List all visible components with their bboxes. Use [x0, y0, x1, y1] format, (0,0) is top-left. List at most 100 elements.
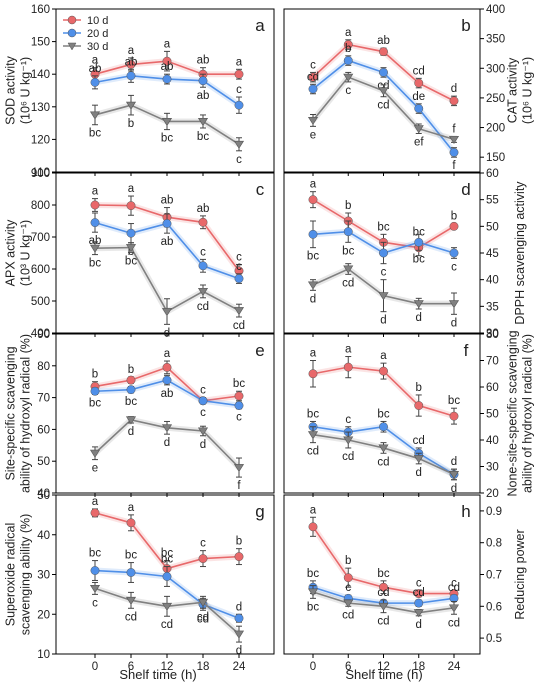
significance-letter: a	[92, 55, 99, 67]
y-tick-label: 130	[31, 102, 50, 114]
data-point	[308, 195, 318, 205]
x-tick-label: 12	[161, 661, 174, 673]
data-point	[307, 281, 319, 290]
panel-letter: b	[461, 16, 470, 35]
data-point	[197, 118, 209, 127]
y-axis-title-line: scavenging ability (%)	[19, 514, 33, 636]
data-point	[198, 217, 208, 227]
data-point	[343, 599, 354, 608]
y-tick-label: 40	[486, 435, 499, 447]
data-point	[162, 362, 172, 372]
significance-letter: bc	[377, 408, 389, 420]
significance-letter: a	[164, 38, 171, 50]
significance-letter: cd	[413, 587, 425, 599]
data-point	[126, 385, 136, 395]
y-tick-label: 0.6	[486, 601, 502, 613]
y-tick-label: 70	[37, 393, 50, 405]
panel-c: 400 500 600 700 800 900 APX activity(10³ U kg⁻…	[4, 168, 275, 340]
y-tick-label: 40	[37, 488, 50, 500]
significance-letter: c	[451, 261, 457, 273]
significance-letter: ab	[197, 90, 210, 102]
y-tick-label: 700	[31, 232, 50, 244]
data-point	[90, 218, 100, 228]
significance-letter: b	[92, 369, 98, 381]
significance-letter: cd	[307, 71, 319, 83]
data-point	[378, 87, 389, 96]
panel-letter: f	[464, 341, 469, 360]
significance-letter: c	[345, 414, 351, 426]
data-point	[233, 307, 245, 316]
data-point	[234, 401, 244, 410]
significance-letter: bc	[125, 396, 137, 408]
data-point	[413, 125, 424, 134]
significance-letter: cd	[342, 277, 354, 289]
significance-letter: c	[381, 267, 387, 279]
data-point	[414, 401, 424, 410]
panel-a: 110 120 130 140 150 160 SOD activity(10⁶ U kg⁻…	[4, 4, 275, 179]
legend-label: 30 d	[87, 41, 108, 53]
data-point	[234, 613, 244, 623]
series-halo	[312, 431, 456, 478]
data-point	[125, 101, 137, 110]
significance-letter: cd	[377, 616, 389, 628]
data-point	[89, 244, 101, 253]
significance-letter: d	[416, 619, 422, 631]
significance-letter: a	[380, 350, 387, 362]
y-tick-label: 60	[486, 168, 499, 180]
significance-letter: b	[345, 555, 351, 567]
significance-letter: ab	[161, 61, 174, 73]
legend-marker	[67, 28, 77, 38]
data-point	[449, 411, 459, 421]
significance-letter: cd	[413, 435, 425, 447]
significance-letter: bc	[233, 378, 245, 390]
y-axis-title-line: SOD activity	[4, 55, 18, 125]
significance-letter: c	[200, 385, 206, 397]
x-tick-label: 12	[377, 661, 390, 673]
y-tick-label: 50	[37, 490, 50, 502]
significance-letter: bc	[161, 548, 173, 560]
significance-letter: f	[452, 123, 456, 135]
data-point	[234, 391, 244, 401]
significance-letter: cd	[307, 446, 319, 458]
data-point	[126, 201, 136, 211]
y-axis-title-line: (10⁶ U kg⁻¹)	[521, 57, 535, 124]
significance-letter: bc	[125, 550, 137, 562]
data-point	[162, 219, 172, 229]
y-tick-label: 40	[37, 530, 50, 542]
significance-letter: cd	[448, 582, 460, 594]
significance-letter: d	[451, 83, 457, 95]
significance-letter: f	[237, 480, 241, 492]
significance-letter: ab	[377, 35, 390, 47]
significance-letter: ab	[161, 236, 174, 248]
data-point	[379, 422, 388, 432]
data-point	[414, 104, 424, 114]
data-point	[90, 508, 100, 518]
significance-letter: a	[310, 179, 317, 191]
significance-letter: a	[128, 183, 135, 195]
significance-letter: a	[92, 186, 99, 198]
legend-label: 20 d	[87, 28, 108, 40]
significance-letter: bc	[89, 258, 101, 270]
significance-letter: cd	[342, 451, 354, 463]
x-tick-label: 6	[128, 661, 134, 673]
y-tick-label: 800	[31, 200, 50, 212]
panel-letter: h	[461, 502, 470, 521]
y-axis-title-line: Superoxide radical	[4, 523, 18, 627]
panel-letter: a	[255, 16, 265, 35]
panel-letter: d	[461, 180, 470, 199]
significance-letter: c	[451, 577, 457, 589]
significance-letter: d	[451, 483, 457, 495]
y-tick-label: 50	[37, 456, 50, 468]
y-axis-title-line: APX activity	[4, 219, 18, 286]
data-point	[308, 229, 318, 239]
significance-letter: bc	[125, 255, 137, 267]
y-tick-label: 35	[486, 301, 499, 313]
y-axis-title: Reducing power	[513, 529, 527, 619]
data-point	[378, 292, 389, 301]
significance-letter: a	[345, 344, 352, 356]
significance-letter: ef	[414, 136, 424, 148]
significance-letter: d	[200, 439, 206, 451]
data-point	[414, 589, 424, 599]
panel-frame	[55, 172, 275, 334]
